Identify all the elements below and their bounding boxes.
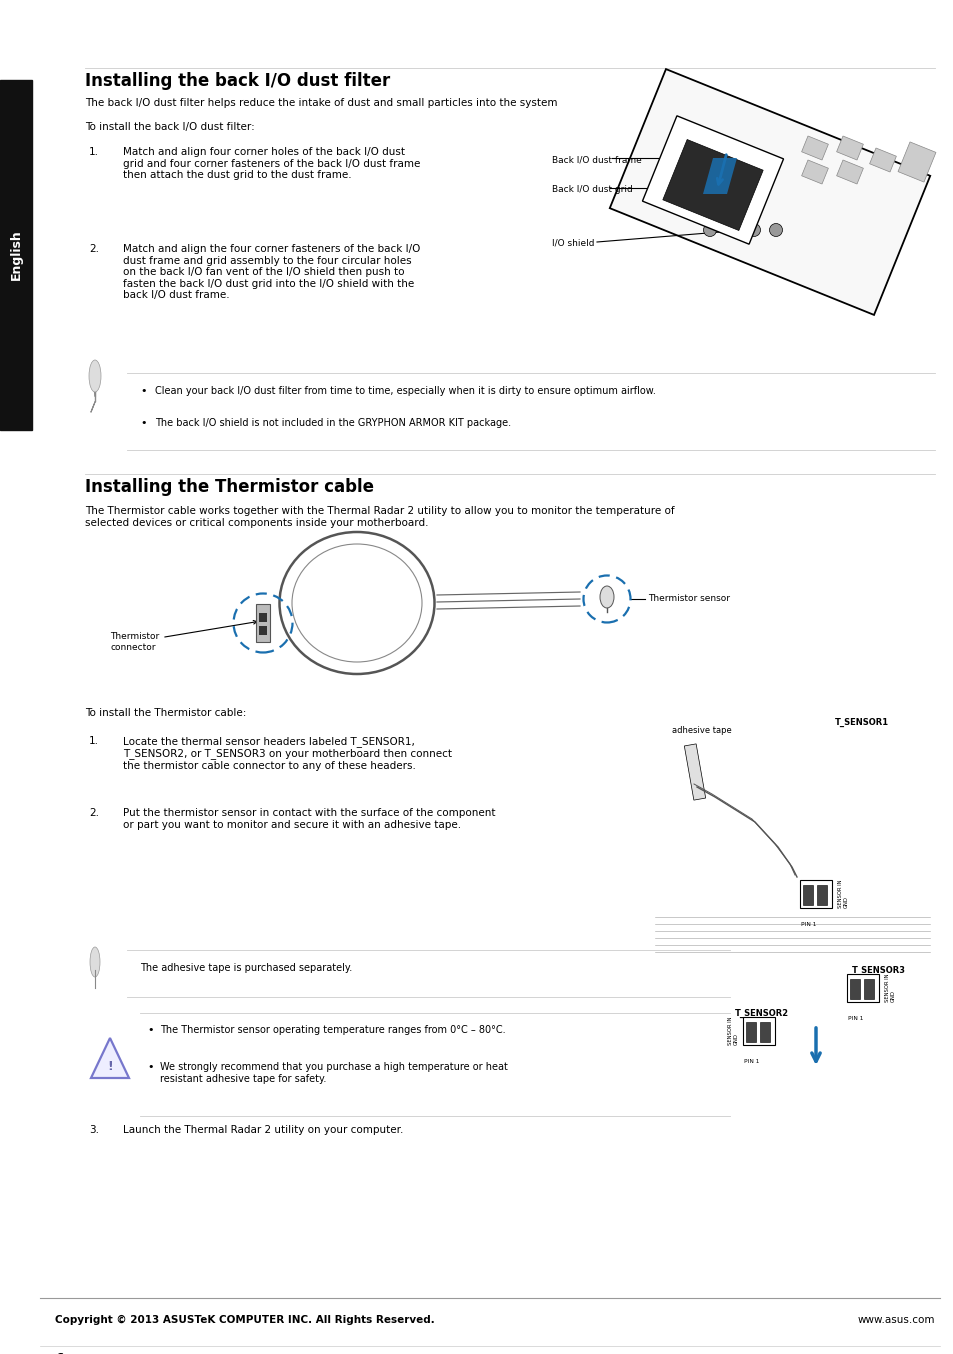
Circle shape	[747, 223, 760, 237]
Text: SENSOR IN
GND: SENSOR IN GND	[837, 880, 848, 909]
Text: PIN 1: PIN 1	[847, 1016, 862, 1021]
Circle shape	[702, 223, 716, 237]
Polygon shape	[609, 69, 929, 315]
Bar	[800, 880, 831, 909]
Bar	[760, 1022, 769, 1043]
Bar	[742, 1017, 774, 1045]
Text: Match and align the four corner fasteners of the back I/O
dust frame and grid as: Match and align the four corner fastener…	[123, 244, 420, 301]
Bar	[816, 886, 826, 904]
Polygon shape	[869, 148, 896, 172]
Text: Installing the Thermistor cable: Installing the Thermistor cable	[85, 478, 374, 496]
Bar	[849, 979, 859, 999]
Bar	[255, 604, 270, 642]
Text: English: English	[10, 230, 23, 280]
Text: 2.: 2.	[89, 808, 99, 818]
Text: Installing the back I/O dust filter: Installing the back I/O dust filter	[85, 72, 390, 89]
Text: adhesive tape: adhesive tape	[671, 726, 731, 735]
Text: T_SENSOR3: T_SENSOR3	[851, 965, 905, 975]
Polygon shape	[897, 142, 935, 181]
Polygon shape	[662, 139, 762, 230]
Text: •: •	[147, 1062, 153, 1072]
Ellipse shape	[599, 586, 614, 608]
Text: To install the back I/O dust filter:: To install the back I/O dust filter:	[85, 122, 254, 131]
Polygon shape	[702, 158, 737, 194]
Text: Thermistor
connector: Thermistor connector	[110, 620, 256, 651]
Text: The adhesive tape is purchased separately.: The adhesive tape is purchased separatel…	[140, 963, 352, 974]
Text: 1.: 1.	[89, 148, 99, 157]
Polygon shape	[641, 116, 782, 244]
Bar	[802, 886, 812, 904]
Text: T_SENSOR2: T_SENSOR2	[734, 1009, 788, 1018]
Text: Match and align four corner holes of the back I/O dust
grid and four corner fast: Match and align four corner holes of the…	[123, 148, 420, 180]
Polygon shape	[91, 1039, 129, 1078]
Polygon shape	[683, 743, 705, 800]
Text: Back I/O dust grid: Back I/O dust grid	[552, 185, 632, 194]
Text: Launch the Thermal Radar 2 utility on your computer.: Launch the Thermal Radar 2 utility on yo…	[123, 1125, 403, 1135]
Circle shape	[769, 223, 781, 237]
Text: •: •	[140, 386, 147, 395]
Text: PIN 1: PIN 1	[743, 1059, 759, 1064]
Text: •: •	[147, 1025, 153, 1034]
Text: We strongly recommend that you purchase a high temperature or heat
resistant adh: We strongly recommend that you purchase …	[160, 1062, 507, 1083]
Polygon shape	[801, 160, 827, 184]
Polygon shape	[836, 135, 862, 160]
Text: T_SENSOR1: T_SENSOR1	[834, 718, 888, 727]
Text: SENSOR IN
GND: SENSOR IN GND	[884, 974, 895, 1002]
Text: •: •	[140, 418, 147, 428]
Text: 6: 6	[55, 1353, 63, 1354]
Bar	[745, 1022, 755, 1043]
Text: I/O shield: I/O shield	[552, 238, 594, 246]
Text: www.asus.com: www.asus.com	[857, 1315, 934, 1326]
Text: 3.: 3.	[89, 1125, 99, 1135]
Bar	[258, 626, 267, 635]
Ellipse shape	[90, 946, 100, 978]
Text: To install the Thermistor cable:: To install the Thermistor cable:	[85, 708, 246, 718]
Text: The Thermistor sensor operating temperature ranges from 0°C – 80°C.: The Thermistor sensor operating temperat…	[160, 1025, 505, 1034]
Text: 2.: 2.	[89, 244, 99, 255]
Bar	[258, 613, 267, 621]
Text: !: !	[107, 1059, 112, 1072]
Text: Back I/O dust frame: Back I/O dust frame	[552, 154, 641, 164]
Text: The back I/O dust filter helps reduce the intake of dust and small particles int: The back I/O dust filter helps reduce th…	[85, 97, 557, 108]
Text: Thermistor sensor: Thermistor sensor	[647, 593, 729, 603]
Text: SENSOR IN
GND: SENSOR IN GND	[727, 1017, 738, 1045]
Text: Locate the thermal sensor headers labeled T_SENSOR1,
T_SENSOR2, or T_SENSOR3 on : Locate the thermal sensor headers labele…	[123, 737, 452, 770]
Text: Copyright © 2013 ASUSTeK COMPUTER INC. All Rights Reserved.: Copyright © 2013 ASUSTeK COMPUTER INC. A…	[55, 1315, 435, 1326]
Polygon shape	[801, 135, 827, 160]
Ellipse shape	[89, 360, 101, 393]
Text: Clean your back I/O dust filter from time to time, especially when it is dirty t: Clean your back I/O dust filter from tim…	[154, 386, 656, 395]
Text: 1.: 1.	[89, 737, 99, 746]
Bar	[863, 979, 873, 999]
Bar	[846, 974, 878, 1002]
Text: The Thermistor cable works together with the Thermal Radar 2 utility to allow yo: The Thermistor cable works together with…	[85, 506, 674, 528]
Text: PIN 1: PIN 1	[801, 922, 816, 927]
Text: Put the thermistor sensor in contact with the surface of the component
or part y: Put the thermistor sensor in contact wit…	[123, 808, 495, 830]
Polygon shape	[836, 160, 862, 184]
Text: The back I/O shield is not included in the GRYPHON ARMOR KIT package.: The back I/O shield is not included in t…	[154, 418, 511, 428]
Bar	[0, 80, 32, 431]
Circle shape	[724, 223, 738, 237]
